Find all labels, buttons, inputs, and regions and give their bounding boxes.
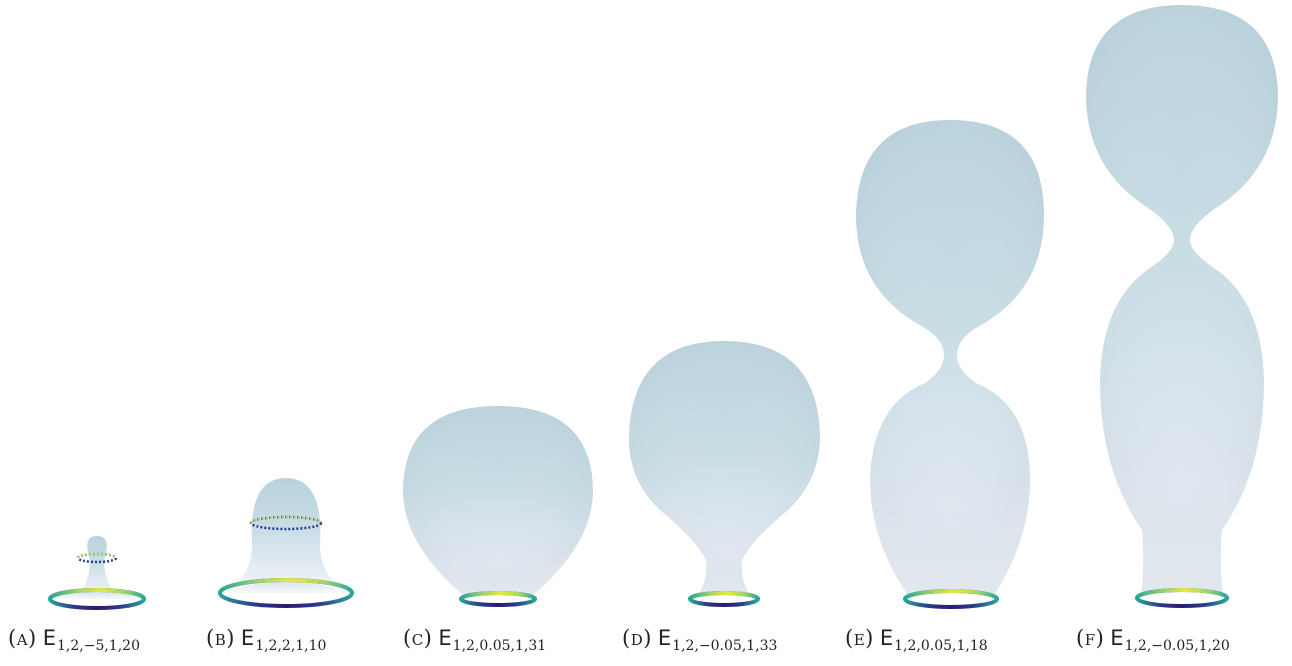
caption-subscript: 1,2,2,1,10 <box>255 638 327 654</box>
surface-c <box>403 406 593 607</box>
caption-c: (c) E1,2,0.05,1,31 <box>403 626 546 654</box>
caption-tag: (d) <box>622 626 652 650</box>
caption-symbol: E <box>438 626 452 650</box>
caption-tag: (a) <box>8 626 37 650</box>
caption-symbol: E <box>1110 626 1124 650</box>
caption-symbol: E <box>657 626 672 650</box>
surface-a <box>48 536 146 610</box>
caption-symbol: E <box>879 626 894 650</box>
surface-b <box>218 478 354 608</box>
caption-b: (b) E1,2,2,1,10 <box>206 626 326 654</box>
surface-f <box>1086 5 1278 608</box>
caption-subscript: 1,2,0.05,1,18 <box>894 638 988 654</box>
caption-f: (f) E1,2,−0.05,1,20 <box>1076 626 1230 654</box>
caption-subscript: 1,2,−5,1,20 <box>57 638 140 654</box>
caption-d: (d) E1,2,−0.05,1,33 <box>622 626 777 654</box>
caption-e: (e) E1,2,0.05,1,18 <box>845 626 988 654</box>
caption-tag: (e) <box>845 626 874 650</box>
caption-symbol: E <box>42 626 56 650</box>
caption-tag: (f) <box>1076 626 1105 650</box>
caption-subscript: 1,2,−0.05,1,33 <box>672 638 778 654</box>
surface-e <box>856 120 1044 609</box>
caption-subscript: 1,2,0.05,1,31 <box>452 638 547 654</box>
caption-symbol: E <box>240 626 255 650</box>
caption-subscript: 1,2,−0.05,1,20 <box>1124 638 1230 654</box>
caption-tag: (c) <box>403 626 433 650</box>
caption-a: (a) E1,2,−5,1,20 <box>8 626 140 654</box>
surface-d <box>628 341 820 607</box>
caption-tag: (b) <box>206 626 235 650</box>
